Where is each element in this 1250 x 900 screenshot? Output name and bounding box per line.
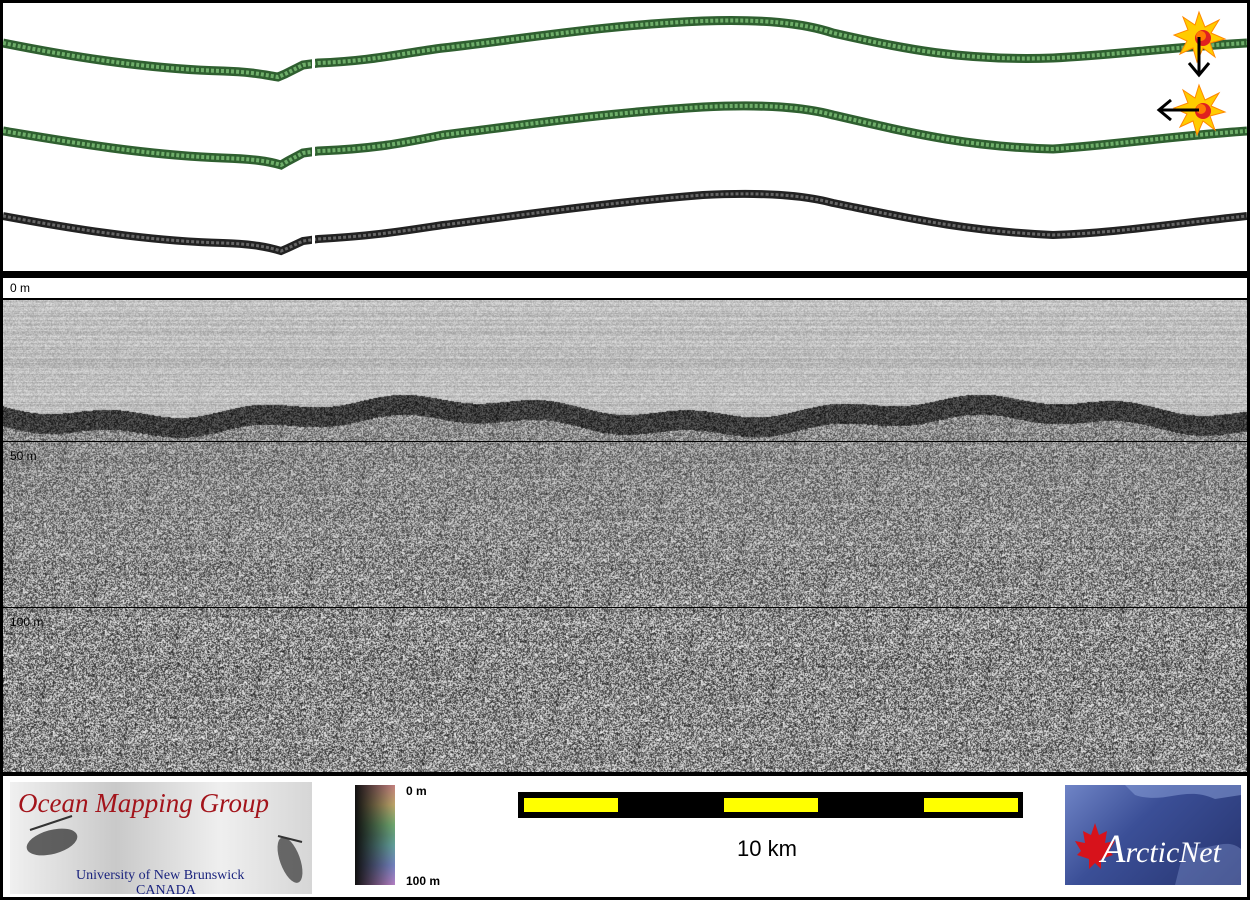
arcticnet-logo: ArcticNet [1065,785,1241,885]
depth-gridline-50 [3,441,1247,442]
depth-label-50: 50 m [10,449,37,463]
color-scale-bottom-label: 100 m [406,874,441,888]
distance-scale-bar [518,792,1023,818]
depth-header: 0 m [3,278,1247,298]
depth-label-0: 0 m [10,281,31,295]
arcticnet-logo-rest: rcticNet [1125,836,1221,869]
scale-bar-label: 10 km [737,836,797,861]
swath-track-1 [3,16,1247,82]
omg-logo-country: CANADA [136,883,196,894]
arrow-left-icon [1156,98,1199,122]
swath-track-1-highlight [3,18,1247,80]
color-scale-top-label: 0 m [406,784,427,798]
depth-label-100: 100 m [10,615,44,629]
scale-bar-segment [524,798,618,812]
arcticnet-logo-text: ArcticNet [1101,825,1221,872]
arcticnet-logo-initial: A [1101,826,1126,871]
swath-track-3-highlight [3,192,1247,253]
footer: Ocean Mapping Group University of New Br… [3,776,1247,897]
scale-bar-segment [924,798,1018,812]
omg-logo-university: University of New Brunswick [76,868,245,883]
depth-color-scale [355,785,395,885]
swath-tracks [3,10,1247,256]
maple-leaf-icon [1075,785,1241,885]
ocean-mapping-group-logo: Ocean Mapping Group University of New Br… [10,782,312,894]
subbottom-profile: 50 m 100 m [3,300,1247,772]
swath-track-3 [3,189,1247,256]
swath-track-2-highlight [3,103,1247,168]
profile-noise-canvas [3,300,1247,772]
arrow-down-icon [1187,37,1211,78]
omg-logo-title: Ocean Mapping Group [18,788,269,818]
sonar-fish-icon [26,815,303,883]
scale-bar-segment [724,798,818,812]
swath-image-panel [3,3,1247,271]
depth-gridline-100 [3,607,1247,608]
